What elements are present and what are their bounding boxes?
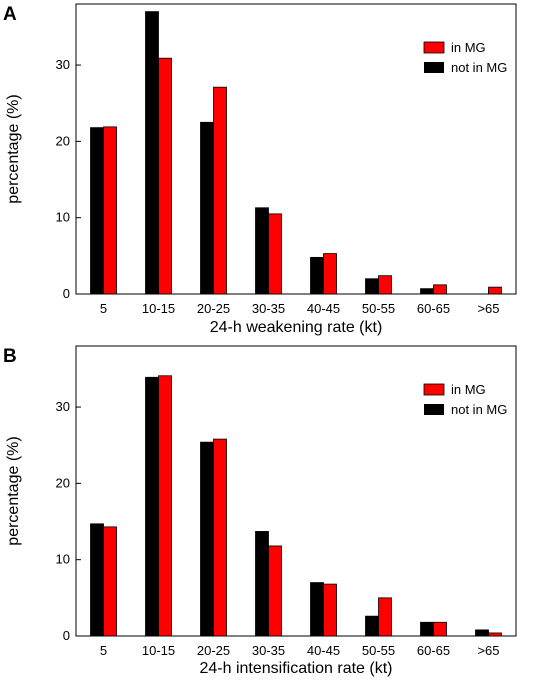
bar-not-in-mg-30-35 <box>255 531 269 637</box>
bar-not-in-mg-50-55 <box>365 278 379 295</box>
legend-label-in-mg-a: in MG <box>451 40 486 55</box>
bar-in-mg-60-65 <box>433 621 447 637</box>
bar-in-mg-20-25 <box>213 86 227 295</box>
x-tick-label: 30-35 <box>252 643 285 658</box>
bar-not-in-mg-50-55 <box>365 615 379 637</box>
bar-in-mg-5 <box>103 126 117 295</box>
legend-label-in-mg-b: in MG <box>451 382 486 397</box>
y-tick-label: 0 <box>63 286 70 301</box>
x-tick-label: 10-15 <box>142 643 175 658</box>
panel-b: B 0 10 20 30 5 10-15 20-25 30-35 40-45 50-55 60-6… <box>3 345 517 677</box>
x-tick-label: 30-35 <box>252 301 285 316</box>
x-ticks-b: 5 10-15 20-25 30-35 40-45 50-55 60-65 >65 <box>100 632 500 658</box>
bar-not-in-mg-40-45 <box>310 582 324 637</box>
x-tick-label: 50-55 <box>362 643 395 658</box>
bar-not-in-mg-5 <box>90 523 104 637</box>
bar-in-mg-60-65 <box>433 284 447 295</box>
x-tick-label: >65 <box>477 643 499 658</box>
x-ticks-a: 5 10-15 20-25 30-35 40-45 50-55 60-65 >65 <box>100 290 500 316</box>
x-axis-label-b: 24-h intensification rate (kt) <box>200 660 393 677</box>
bar-not-in-mg-60-65 <box>420 621 434 637</box>
bar-in-mg-10-15 <box>158 375 172 637</box>
legend-swatch-in-mg-b <box>423 383 445 396</box>
plot-frame-b <box>75 345 517 637</box>
bar-in-mg-5 <box>103 526 117 637</box>
legend-label-not-in-mg-b: not in MG <box>451 402 507 417</box>
x-tick-label: 60-65 <box>417 301 450 316</box>
legend-label-not-in-mg-a: not in MG <box>451 60 507 75</box>
bar-in-mg-50-55 <box>378 275 392 295</box>
bar-not-in-mg-40-45 <box>310 256 324 295</box>
bar-not-in-mg-20-25 <box>200 441 214 637</box>
bars-b <box>90 375 502 637</box>
bar-in-mg-40-45 <box>323 583 337 637</box>
bar-not-in-mg-20-25 <box>200 121 214 295</box>
y-axis-label-b: percentage (%) <box>5 436 22 545</box>
y-tick-label: 0 <box>63 628 70 643</box>
plot-frame-a <box>75 3 517 295</box>
panel-a: A 0 10 20 30 5 10-15 20-25 30-35 40-45 50-55 60-6… <box>3 3 517 336</box>
y-tick-label: 10 <box>56 210 70 225</box>
legend-a: in MG not in MG <box>423 40 507 75</box>
x-axis-label-a: 24-h weakening rate (kt) <box>210 319 383 336</box>
bar-in-mg-40-45 <box>323 253 337 295</box>
bar-in-mg->65 <box>488 286 502 295</box>
y-tick-label: 20 <box>56 475 70 490</box>
bar-in-mg-30-35 <box>268 545 282 637</box>
bar-not-in-mg->65 <box>475 629 489 637</box>
panel-label-b: B <box>3 346 17 367</box>
legend-swatch-in-mg-a <box>423 41 445 54</box>
y-ticks-a: 0 10 20 30 <box>56 57 81 301</box>
legend-b: in MG not in MG <box>423 382 507 417</box>
bar-in-mg-30-35 <box>268 213 282 295</box>
x-tick-label: 40-45 <box>307 643 340 658</box>
x-tick-label: 10-15 <box>142 301 175 316</box>
y-tick-label: 30 <box>56 57 70 72</box>
panel-label-a: A <box>3 4 17 25</box>
bar-in-mg-10-15 <box>158 57 172 295</box>
bar-not-in-mg-60-65 <box>420 288 434 295</box>
bar-not-in-mg-5 <box>90 127 104 295</box>
x-tick-label: 60-65 <box>417 643 450 658</box>
x-tick-label: 20-25 <box>197 301 230 316</box>
bar-not-in-mg-10-15 <box>145 11 159 295</box>
bar-not-in-mg-10-15 <box>145 376 159 637</box>
x-tick-label: 5 <box>100 301 107 316</box>
x-tick-label: 40-45 <box>307 301 340 316</box>
y-ticks-b: 0 10 20 30 <box>56 399 81 643</box>
bar-in-mg->65 <box>488 632 502 637</box>
x-tick-label: >65 <box>477 301 499 316</box>
bars-a <box>90 11 502 295</box>
legend-swatch-not-in-mg-a <box>424 62 444 73</box>
y-tick-label: 20 <box>56 133 70 148</box>
bar-in-mg-50-55 <box>378 597 392 637</box>
y-tick-label: 10 <box>56 552 70 567</box>
x-tick-label: 50-55 <box>362 301 395 316</box>
x-tick-label: 5 <box>100 643 107 658</box>
y-axis-label-a: percentage (%) <box>5 94 22 203</box>
x-tick-label: 20-25 <box>197 643 230 658</box>
y-tick-label: 30 <box>56 399 70 414</box>
legend-swatch-not-in-mg-b <box>424 404 444 415</box>
bar-in-mg-20-25 <box>213 438 227 637</box>
bar-not-in-mg-30-35 <box>255 207 269 295</box>
